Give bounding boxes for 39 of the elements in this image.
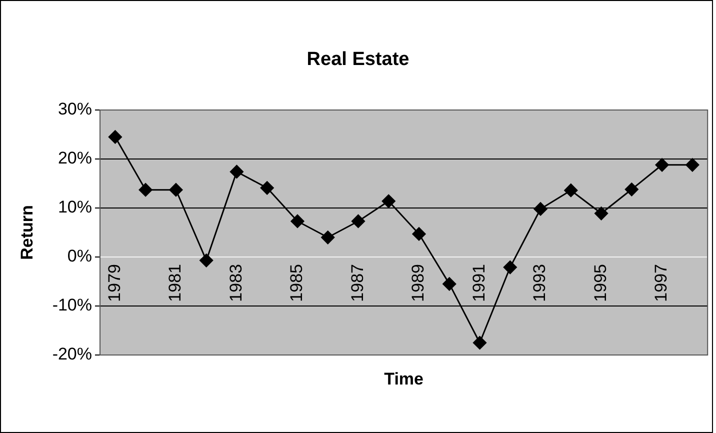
y-tick-label: 20%: [58, 148, 92, 168]
point: [200, 254, 214, 268]
point: [534, 202, 548, 216]
x-tick-label: 1985: [287, 264, 306, 302]
point: [260, 181, 274, 195]
y-tick-label: 30%: [58, 100, 92, 119]
chart-title: Real Estate: [306, 49, 410, 70]
point: [564, 184, 578, 198]
x-tick-label: 1991: [469, 264, 488, 302]
x-tick-label: 1981: [166, 264, 185, 302]
x-tick-label: 1997: [652, 264, 671, 302]
x-tick-label: 1987: [348, 264, 367, 302]
x-axis-title: Time: [384, 370, 424, 389]
point: [686, 158, 700, 172]
y-axis-title: Return: [18, 205, 37, 260]
y-tick-label: 0%: [67, 246, 92, 266]
point: [169, 183, 183, 197]
point: [594, 206, 608, 220]
point: [412, 227, 426, 241]
point: [624, 182, 638, 196]
y-tick-label: -20%: [52, 344, 92, 364]
x-tick-label: 1983: [226, 264, 246, 302]
x-tick-label: 1989: [408, 264, 428, 302]
y-tick-label: -10%: [52, 296, 92, 315]
point: [473, 336, 486, 350]
point: [108, 130, 122, 144]
point: [655, 158, 669, 172]
x-tick-label: 1993: [530, 264, 550, 302]
point: [230, 164, 244, 178]
x-tick-label: 1995: [590, 264, 610, 302]
point: [290, 214, 304, 228]
point: [382, 194, 396, 208]
point: [138, 183, 152, 197]
x-tick-label: 1979: [104, 264, 124, 302]
point: [503, 260, 517, 274]
y-tick-label: 10%: [58, 198, 92, 217]
point: [351, 214, 365, 228]
point: [442, 277, 456, 291]
point: [321, 230, 335, 244]
